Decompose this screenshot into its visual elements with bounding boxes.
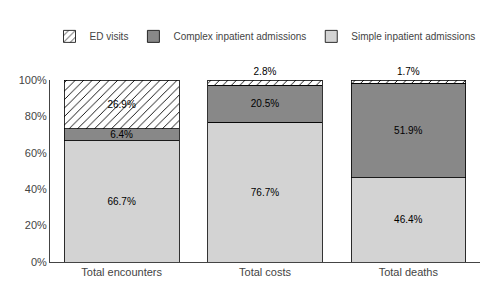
svg-text:0%: 0% bbox=[31, 256, 47, 268]
svg-text:Total encounters: Total encounters bbox=[81, 266, 162, 278]
svg-text:Simple inpatient admissions: Simple inpatient admissions bbox=[351, 31, 475, 42]
svg-text:80%: 80% bbox=[25, 110, 47, 122]
svg-text:20.5%: 20.5% bbox=[251, 98, 279, 109]
svg-text:100%: 100% bbox=[19, 74, 47, 86]
svg-text:2.8%: 2.8% bbox=[254, 66, 277, 77]
svg-text:1.7%: 1.7% bbox=[397, 66, 420, 77]
svg-text:76.7%: 76.7% bbox=[251, 187, 279, 198]
svg-text:60%: 60% bbox=[25, 147, 47, 159]
svg-text:66.7%: 66.7% bbox=[107, 196, 135, 207]
svg-text:ED visits: ED visits bbox=[90, 31, 129, 42]
svg-text:6.4%: 6.4% bbox=[110, 129, 133, 140]
svg-text:Total costs: Total costs bbox=[239, 266, 291, 278]
svg-text:46.4%: 46.4% bbox=[394, 214, 422, 225]
svg-text:20%: 20% bbox=[25, 219, 47, 231]
svg-text:40%: 40% bbox=[25, 183, 47, 195]
svg-text:Complex inpatient admissions: Complex inpatient admissions bbox=[173, 31, 306, 42]
svg-text:26.9%: 26.9% bbox=[107, 99, 135, 110]
svg-text:Total deaths: Total deaths bbox=[379, 266, 439, 278]
svg-text:51.9%: 51.9% bbox=[394, 125, 422, 136]
